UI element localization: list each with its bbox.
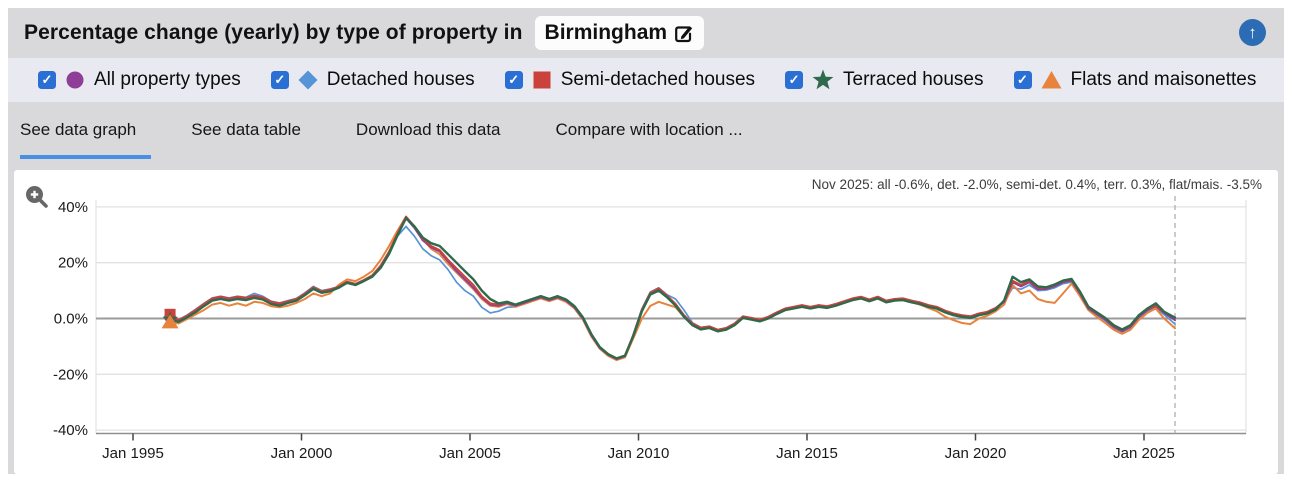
svg-text:Jan 2025: Jan 2025	[1113, 445, 1175, 462]
location-chip[interactable]: Birmingham	[534, 16, 705, 50]
svg-text:Jan 2020: Jan 2020	[945, 445, 1007, 462]
tab-compare-with-location[interactable]: Compare with location ...	[555, 120, 743, 139]
svg-text:-40%: -40%	[53, 422, 88, 439]
active-tab-underline	[20, 155, 151, 159]
checkbox-flats[interactable]: ✓	[1013, 71, 1032, 89]
legend-item-semi-detached: ✓ Semi-detached houses	[504, 69, 756, 91]
legend-label: Flats and maisonettes	[1070, 69, 1257, 90]
tab-bar: See data graph See data table Download t…	[8, 102, 1284, 170]
svg-text:20%: 20%	[58, 255, 88, 272]
svg-text:0.0%: 0.0%	[54, 311, 88, 328]
svg-text:Jan 2000: Jan 2000	[271, 445, 333, 462]
tab-see-data-table[interactable]: See data table	[191, 120, 301, 139]
svg-text:40%: 40%	[58, 199, 88, 216]
tab-download-this-data[interactable]: Download this data	[355, 120, 501, 139]
title-bar: Percentage change (yearly) by type of pr…	[8, 8, 1284, 58]
checkbox-terraced[interactable]: ✓	[785, 71, 804, 89]
back-to-top-button[interactable]: ↑	[1239, 19, 1266, 46]
widget-frame: Percentage change (yearly) by type of pr…	[8, 8, 1284, 474]
edit-icon	[675, 25, 693, 42]
legend-bar: ✓ All property types ✓ Detached houses ✓…	[8, 58, 1284, 102]
plot-svg[interactable]: 40% 20% 0.0% -20% -40% Jan 1995 Jan 2000 Jan 20…	[14, 170, 1278, 474]
location-name: Birmingham	[544, 21, 668, 44]
svg-text:Jan 2015: Jan 2015	[776, 445, 838, 462]
latest-values-annotation: Nov 2025: all -0.6%, det. -2.0%, semi-de…	[811, 177, 1262, 192]
legend-item-terraced: ✓ Terraced houses	[785, 68, 984, 92]
diamond-marker-icon	[298, 70, 318, 90]
svg-text:-20%: -20%	[53, 366, 88, 383]
chart-panel: Nov 2025: all -0.6%, det. -2.0%, semi-de…	[14, 170, 1278, 474]
circle-marker-icon	[66, 71, 84, 89]
legend-label: All property types	[94, 69, 241, 90]
legend-label: Semi-detached houses	[560, 69, 756, 90]
svg-text:Jan 1995: Jan 1995	[102, 445, 164, 462]
checkbox-semi-detached[interactable]: ✓	[504, 71, 523, 89]
tab-see-data-graph[interactable]: See data graph	[20, 120, 137, 139]
zoom-in-icon[interactable]	[22, 182, 52, 212]
legend-label: Detached houses	[326, 69, 475, 90]
checkbox-all-property-types[interactable]: ✓	[38, 71, 56, 89]
legend-item-detached: ✓ Detached houses	[270, 69, 475, 91]
checkbox-detached[interactable]: ✓	[270, 71, 289, 89]
legend-label: Terraced houses	[843, 69, 984, 90]
star-marker-icon	[812, 69, 834, 90]
legend-item-flats: ✓ Flats and maisonettes	[1013, 69, 1257, 91]
page-title: Percentage change (yearly) by type of pr…	[24, 21, 523, 44]
triangle-marker-icon	[1041, 71, 1061, 89]
svg-text:Jan 2010: Jan 2010	[608, 445, 670, 462]
svg-text:Jan 2005: Jan 2005	[439, 445, 501, 462]
legend-item-all-property-types: ✓ All property types	[38, 69, 241, 91]
square-marker-icon	[533, 71, 551, 89]
